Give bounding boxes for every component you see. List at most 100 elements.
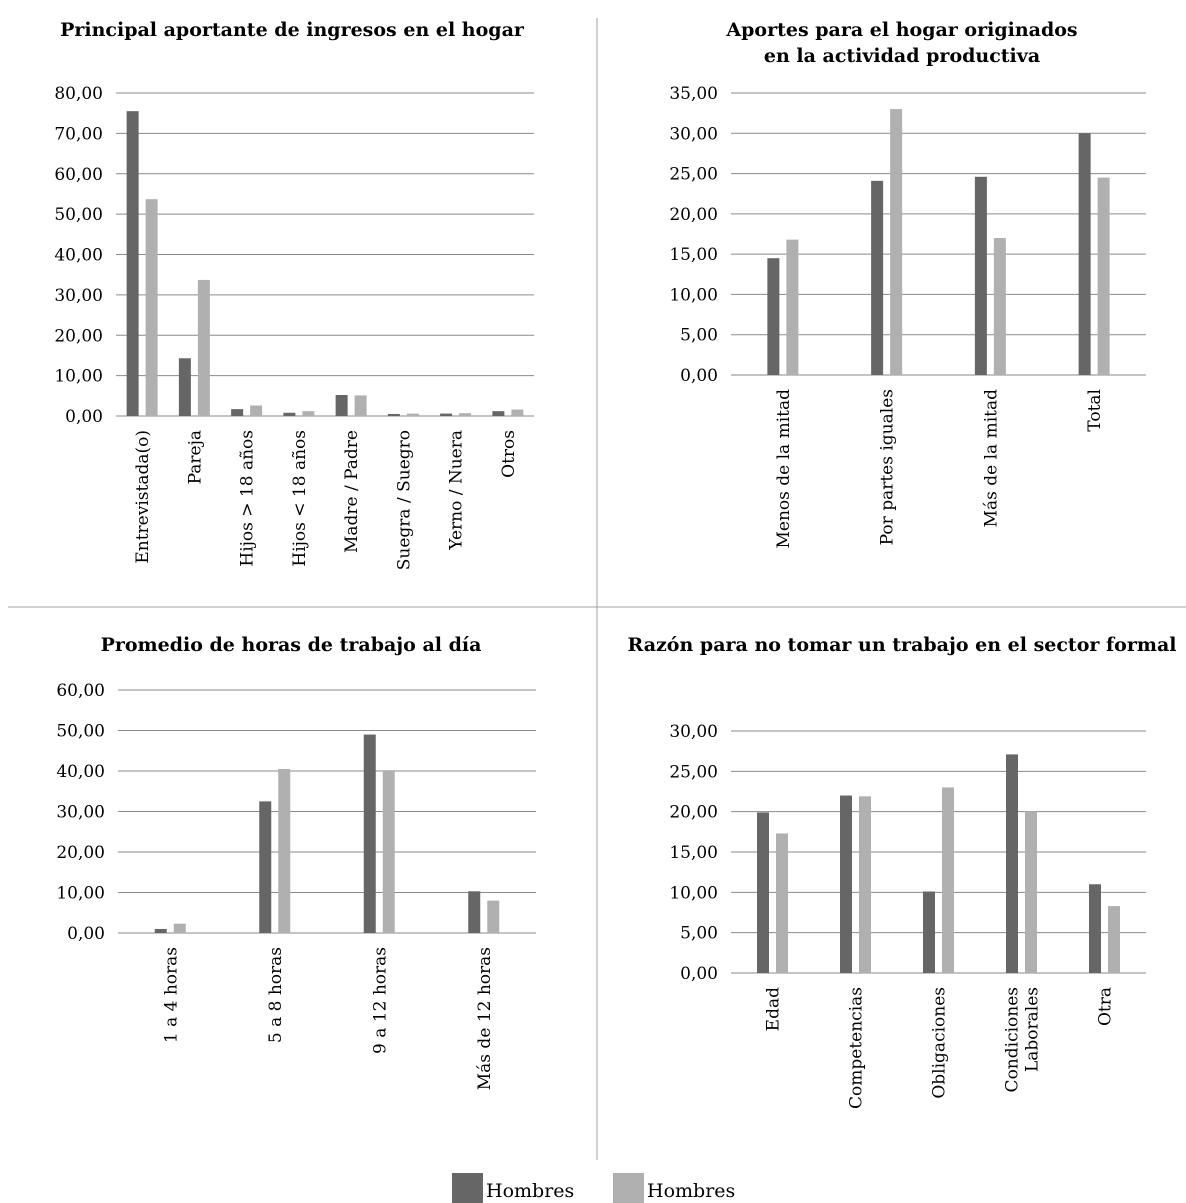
bar	[259, 801, 272, 933]
y-tick-label: 30,00	[669, 124, 718, 144]
bar	[859, 796, 871, 973]
chart-title: Promedio de horas de trabajo al día	[101, 634, 482, 656]
bar	[786, 239, 799, 375]
y-tick-label: 0,00	[65, 407, 103, 427]
category-label: Laborales	[1023, 987, 1043, 1072]
y-tick-label: 35,00	[669, 84, 718, 104]
bar	[406, 413, 419, 416]
y-tick-label: 20,00	[669, 205, 718, 225]
bar	[302, 411, 315, 416]
bar	[511, 409, 524, 416]
bar	[890, 109, 903, 375]
y-tick-label: 40,00	[54, 246, 103, 266]
y-tick-label: 25,00	[669, 165, 718, 185]
bar	[487, 900, 500, 933]
bar	[145, 199, 158, 416]
category-label: Otros	[499, 430, 519, 478]
bar	[283, 412, 296, 416]
bar	[942, 787, 954, 973]
legend-swatch	[452, 1173, 483, 1203]
bar	[1097, 177, 1110, 375]
bar	[468, 891, 481, 933]
y-tick-label: 0,00	[67, 924, 105, 944]
y-tick-label: 30,00	[56, 803, 105, 823]
category-label: 9 a 12 horas	[370, 947, 390, 1054]
chart-title: Razón para no tomar un trabajo en el sec…	[627, 634, 1176, 656]
bar	[250, 405, 263, 416]
y-tick-label: 5,00	[680, 924, 718, 944]
y-tick-label: 15,00	[669, 245, 718, 265]
bar	[492, 411, 505, 416]
bar	[776, 833, 788, 973]
bar	[1078, 133, 1091, 375]
category-label: Otra	[1096, 987, 1116, 1026]
chart-3: Promedio de horas de trabajo al día 0,00 1…	[56, 634, 536, 1090]
chart-4: Razón para no tomar un trabajo en el sec…	[627, 634, 1176, 1109]
legend: Hombres Hombres	[452, 1173, 735, 1203]
legend-label: Hombres	[486, 1180, 574, 1202]
category-label: Hijos < 18 años	[290, 430, 310, 567]
bar	[767, 258, 780, 375]
category-label: Más de 12 horas	[475, 947, 495, 1090]
bar	[354, 395, 367, 416]
panel-dividers	[8, 18, 1186, 1160]
y-tick-label: 50,00	[56, 722, 105, 742]
charts-group: Principal aportante de ingresos en el ho…	[54, 19, 1176, 1109]
bar	[382, 770, 395, 933]
y-tick-label: 60,00	[56, 681, 105, 701]
bar	[197, 279, 210, 416]
y-tick-label: 30,00	[54, 286, 103, 306]
bar	[1025, 811, 1037, 973]
category-label: 1 a 4 horas	[161, 947, 181, 1043]
bar	[459, 413, 472, 416]
category-label: Madre / Padre	[342, 430, 362, 553]
bar	[231, 409, 244, 416]
bar	[126, 111, 139, 416]
y-tick-label: 60,00	[54, 165, 103, 185]
bar	[1006, 754, 1018, 973]
category-label: Condiciones	[1003, 987, 1023, 1092]
bar	[154, 928, 167, 933]
bar	[335, 395, 348, 416]
chart-1: Principal aportante de ingresos en el ho…	[54, 19, 534, 570]
category-label: Por partes iguales	[878, 389, 898, 545]
category-label: Más de la mitad	[981, 389, 1001, 528]
category-label: Obligaciones	[930, 987, 950, 1099]
bar	[1089, 884, 1101, 973]
y-tick-label: 80,00	[54, 84, 103, 104]
y-tick-label: 10,00	[54, 367, 103, 387]
chart-title: Principal aportante de ingresos en el ho…	[60, 19, 525, 41]
legend-label: Hombres	[647, 1180, 735, 1202]
category-label: Yerno / Nuera	[447, 430, 467, 551]
category-label: Pareja	[185, 430, 205, 484]
chart-title: en la actividad productiva	[764, 45, 1040, 67]
y-tick-label: 15,00	[669, 843, 718, 863]
y-tick-label: 0,00	[680, 366, 718, 386]
bar	[387, 413, 400, 416]
category-label: Entrevistada(o)	[133, 430, 153, 564]
category-label: Suegra / Suegro	[394, 430, 414, 570]
category-label: Menos de la mitad	[774, 389, 794, 549]
y-tick-label: 40,00	[56, 762, 105, 782]
y-tick-label: 50,00	[54, 205, 103, 225]
y-tick-label: 20,00	[56, 843, 105, 863]
y-tick-label: 25,00	[669, 762, 718, 782]
bar	[440, 413, 453, 416]
bar	[974, 176, 987, 375]
bar	[757, 812, 769, 973]
bar	[178, 358, 191, 416]
bar	[840, 795, 852, 973]
category-label: Competencias	[847, 987, 867, 1109]
legend-swatch	[613, 1173, 644, 1203]
category-label: Hijos > 18 años	[238, 430, 258, 567]
bar	[278, 768, 291, 933]
bar	[363, 734, 376, 933]
bar	[173, 923, 186, 933]
bar	[871, 180, 884, 375]
chart-2: Aportes para el hogar originados en la ac…	[669, 19, 1146, 549]
y-tick-label: 20,00	[54, 326, 103, 346]
chart-title: Aportes para el hogar originados	[725, 19, 1077, 41]
category-label: 5 a 8 horas	[266, 947, 286, 1043]
category-label: Edad	[764, 987, 784, 1031]
